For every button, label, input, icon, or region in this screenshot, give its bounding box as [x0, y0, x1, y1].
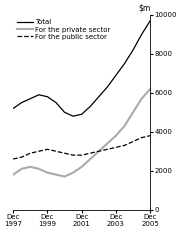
Text: $m: $m	[138, 4, 150, 13]
Legend: Total, For the private sector, For the public sector: Total, For the private sector, For the p…	[17, 18, 111, 41]
